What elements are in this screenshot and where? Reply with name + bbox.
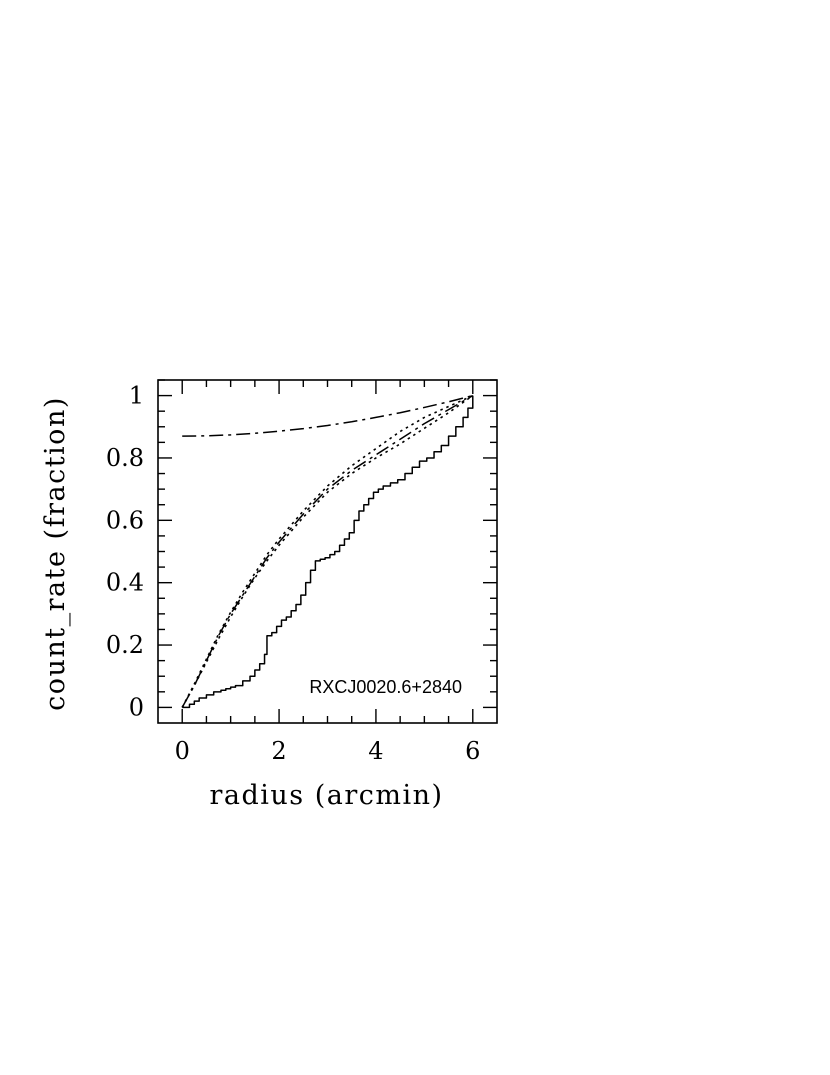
- ticks-layer: [158, 379, 497, 723]
- x-tick-label: 0: [175, 737, 190, 765]
- y-tick-label: 1: [129, 382, 144, 410]
- y-tick-label: 0: [129, 693, 144, 721]
- series-line-3: [181, 394, 474, 708]
- series-line-1: [182, 395, 474, 709]
- series-line-5: [181, 394, 474, 708]
- plot-frame: [157, 379, 498, 724]
- y-tick-label: 0.6: [106, 506, 144, 534]
- x-tick-label: 6: [465, 737, 480, 765]
- x-axis-title: radius (arcmin): [209, 780, 443, 811]
- tick-labels-layer: 0 2 4 6 0 0.2 0.4 0.6 0.8 1: [106, 382, 481, 765]
- y-tick-label: 0.2: [106, 631, 144, 659]
- series-line-2: [182, 394, 473, 437]
- y-tick-label: 0.4: [106, 569, 144, 597]
- series-layer: [181, 394, 474, 709]
- series-line-4: [181, 394, 474, 708]
- y-axis-title: count_rate (fraction): [40, 396, 71, 711]
- cluster-annotation: RXCJ0020.6+2840: [309, 677, 462, 697]
- x-tick-label: 2: [271, 737, 286, 765]
- x-tick-label: 4: [368, 737, 383, 765]
- y-tick-label: 0.8: [106, 444, 144, 472]
